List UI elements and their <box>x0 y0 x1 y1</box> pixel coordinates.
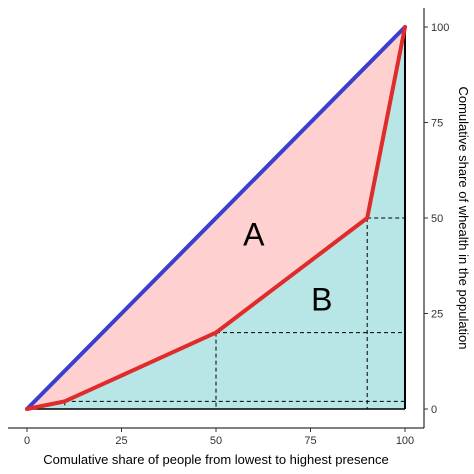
x-tick-label-75: 75 <box>304 435 316 447</box>
x-tick-label-0: 0 <box>24 435 30 447</box>
region-label-a: A <box>243 217 265 253</box>
plot-area: AB <box>25 25 407 411</box>
x-axis-title: Comulative share of people from lowest t… <box>43 452 388 467</box>
y-tick-label-50: 50 <box>431 213 443 225</box>
y-tick-label-0: 0 <box>431 404 437 416</box>
y-tick-label-75: 75 <box>431 118 443 130</box>
y-tick-label-100: 100 <box>431 22 449 34</box>
equality-line <box>25 25 407 411</box>
axes: 0 25 50 75 100 0 25 50 75 100 <box>8 8 449 447</box>
y-tick-label-25: 25 <box>431 309 443 321</box>
region-label-b: B <box>311 281 332 317</box>
lorenz-curve-line <box>25 25 407 411</box>
region-b-fill <box>27 27 405 409</box>
x-tick-label-25: 25 <box>115 435 127 447</box>
y-axis-title: Comulative share of whealth in the popul… <box>456 86 471 349</box>
x-tick-label-100: 100 <box>396 435 414 447</box>
x-tick-label-50: 50 <box>210 435 222 447</box>
